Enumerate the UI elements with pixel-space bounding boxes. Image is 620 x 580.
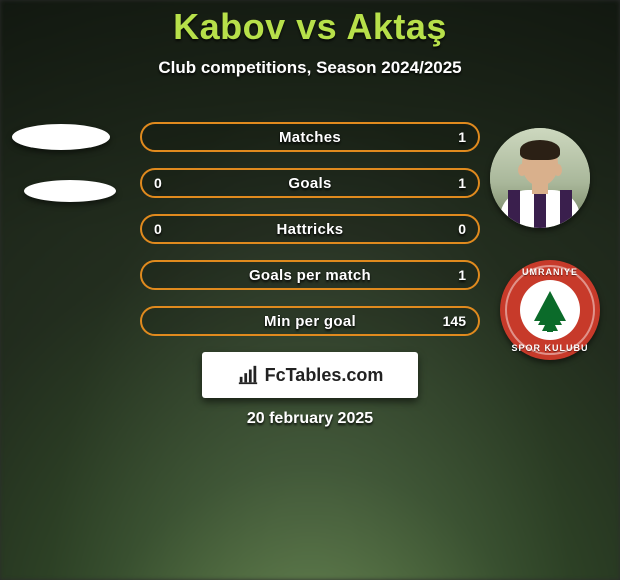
bar-chart-icon bbox=[237, 364, 259, 386]
player-right-avatar bbox=[490, 128, 590, 228]
stat-label: Min per goal bbox=[264, 313, 356, 330]
stat-value-right: 1 bbox=[458, 175, 466, 191]
club-left-logo-placeholder bbox=[24, 180, 116, 202]
stat-value-right: 145 bbox=[443, 313, 466, 329]
stat-label: Matches bbox=[279, 129, 341, 146]
page-subtitle: Club competitions, Season 2024/2025 bbox=[0, 58, 620, 78]
card-root: Kabov vs Aktaş Club competitions, Season… bbox=[0, 0, 620, 580]
stat-row: 0 Goals 1 bbox=[140, 168, 480, 198]
stat-value-right: 1 bbox=[458, 129, 466, 145]
stat-row: Matches 1 bbox=[140, 122, 480, 152]
stat-label: Hattricks bbox=[277, 221, 344, 238]
stat-value-right: 0 bbox=[458, 221, 466, 237]
stat-row: Goals per match 1 bbox=[140, 260, 480, 290]
stats-table: Matches 1 0 Goals 1 0 Hattricks 0 Goals … bbox=[140, 122, 480, 352]
stat-row: 0 Hattricks 0 bbox=[140, 214, 480, 244]
generated-date: 20 february 2025 bbox=[0, 410, 620, 428]
stat-value-left: 0 bbox=[154, 221, 162, 237]
stat-row: Min per goal 145 bbox=[140, 306, 480, 336]
stat-label: Goals bbox=[288, 175, 331, 192]
page-title: Kabov vs Aktaş bbox=[0, 0, 620, 48]
crest-text-top: UMRANIYE bbox=[500, 267, 600, 277]
club-right-crest: UMRANIYE SPOR KULUBU bbox=[500, 260, 600, 360]
brand-text: FcTables.com bbox=[265, 365, 384, 386]
player-left-avatar-placeholder bbox=[12, 124, 110, 150]
brand-link[interactable]: FcTables.com bbox=[202, 352, 418, 398]
crest-text-bottom: SPOR KULUBU bbox=[500, 343, 600, 353]
stat-value-right: 1 bbox=[458, 267, 466, 283]
stat-value-left: 0 bbox=[154, 175, 162, 191]
stat-label: Goals per match bbox=[249, 267, 371, 284]
